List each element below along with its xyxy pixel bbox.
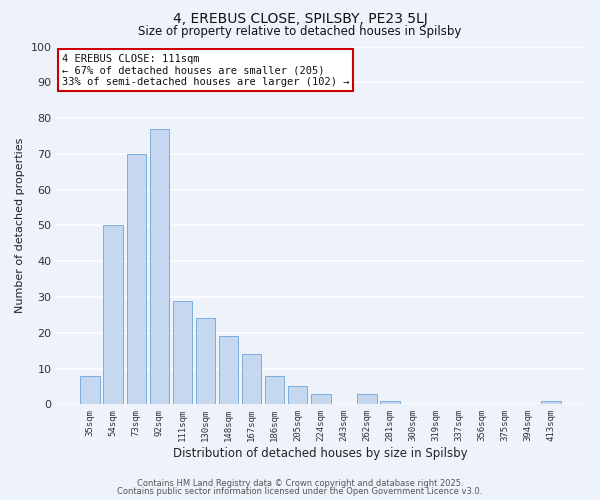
- Text: 4, EREBUS CLOSE, SPILSBY, PE23 5LJ: 4, EREBUS CLOSE, SPILSBY, PE23 5LJ: [173, 12, 427, 26]
- Bar: [149, 129, 169, 404]
- Text: Size of property relative to detached houses in Spilsby: Size of property relative to detached ho…: [139, 25, 461, 38]
- Bar: [103, 226, 123, 404]
- Bar: [173, 300, 192, 405]
- Bar: [311, 394, 331, 404]
- Bar: [357, 394, 377, 404]
- Y-axis label: Number of detached properties: Number of detached properties: [15, 138, 25, 313]
- Bar: [288, 386, 307, 404]
- Bar: [541, 401, 561, 404]
- Bar: [219, 336, 238, 404]
- X-axis label: Distribution of detached houses by size in Spilsby: Distribution of detached houses by size …: [173, 447, 468, 460]
- Text: Contains HM Land Registry data © Crown copyright and database right 2025.: Contains HM Land Registry data © Crown c…: [137, 478, 463, 488]
- Bar: [265, 376, 284, 404]
- Bar: [80, 376, 100, 404]
- Text: 4 EREBUS CLOSE: 111sqm
← 67% of detached houses are smaller (205)
33% of semi-de: 4 EREBUS CLOSE: 111sqm ← 67% of detached…: [62, 54, 349, 87]
- Bar: [242, 354, 262, 405]
- Text: Contains public sector information licensed under the Open Government Licence v3: Contains public sector information licen…: [118, 487, 482, 496]
- Bar: [196, 318, 215, 404]
- Bar: [127, 154, 146, 405]
- Bar: [380, 401, 400, 404]
